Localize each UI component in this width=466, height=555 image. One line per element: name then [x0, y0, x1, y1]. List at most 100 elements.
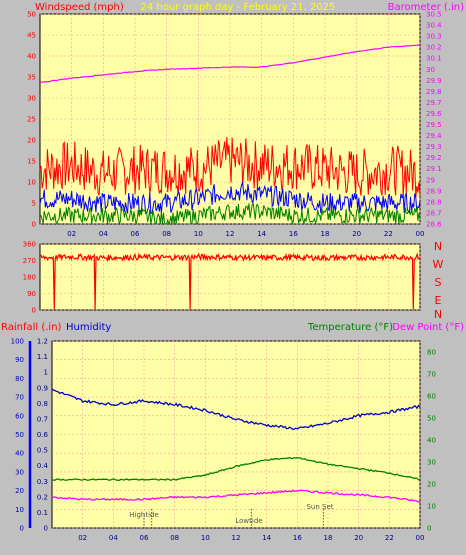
hour-tick-label: 10	[201, 534, 210, 542]
humidity-tick-label: 10	[15, 506, 24, 514]
humidity-tick-label: 80	[15, 375, 24, 383]
barometer-tick-label: 29.6	[426, 110, 442, 118]
barometer-tick-label: 29	[426, 176, 435, 184]
barometer-tick-label: 29.2	[426, 154, 442, 162]
direction-tick-label: 270	[23, 257, 36, 265]
temperature-tick-label: 10	[427, 503, 436, 511]
compass-label: N	[434, 308, 442, 321]
hour-tick-label: 12	[232, 534, 241, 542]
temperature-tick-label: 40	[427, 437, 436, 445]
sunset-label: Sun Set	[306, 503, 333, 511]
humidity-series	[51, 388, 421, 430]
windspeed-tick-label: 35	[27, 74, 36, 82]
windspeed-tick-label: 45	[27, 32, 36, 40]
humidity-tick-label: 20	[15, 487, 24, 495]
temperature-tick-label: 0	[427, 525, 431, 533]
hour-tick-label: 10	[194, 230, 203, 238]
compass-label: E	[435, 294, 442, 307]
windspeed-tick-label: 20	[27, 137, 36, 145]
windspeed-tick-label: 40	[27, 53, 36, 61]
compass-label: N	[434, 240, 442, 253]
windspeed-tick-label: 5	[32, 200, 36, 208]
rainfall-tick-label: 0.7	[37, 415, 48, 423]
barometer-tick-label: 29.8	[426, 88, 442, 96]
chart-title: 24 hour graph day - February 21, 2025	[141, 2, 336, 13]
barometer-tick-label: 29.4	[426, 132, 442, 140]
windspeed-tick-label: 25	[27, 116, 36, 124]
humidity-axis-title: Humidity	[66, 322, 111, 333]
barometer-tick-label: 29.5	[426, 121, 442, 129]
temperature-tick-label: 60	[427, 393, 436, 401]
direction-tick-label: 360	[23, 241, 36, 249]
rainfall-axis-title: Rainfall (.in)	[1, 322, 62, 333]
temperature-axis-title: Temperature (°F)	[307, 322, 393, 333]
humidity-tick-label: 100	[11, 338, 24, 346]
humidity-tick-label: 60	[15, 412, 24, 420]
windspeed-tick-label: 0	[32, 221, 36, 229]
windspeed-tick-label: 50	[27, 11, 36, 19]
hour-tick-label: 20	[352, 230, 361, 238]
rainfall-tick-label: 0.8	[37, 400, 48, 408]
wind-gust-series	[39, 137, 421, 198]
hour-tick-label: 22	[385, 534, 394, 542]
hour-tick-label: 02	[78, 534, 87, 542]
wind-barometer-chart: 0 5 10 15 20 25 30 35 40 45 50 28.6 28.7 28.8 28.9 29 29…	[27, 11, 442, 239]
windspeed-tick-label: 15	[27, 158, 36, 166]
dewpoint-series	[51, 489, 421, 503]
humidity-tick-label: 30	[15, 468, 24, 476]
rainfall-tick-label: 1.2	[37, 338, 48, 346]
rainfall-tick-label: 0.4	[37, 462, 49, 470]
rainfall-tick-label: 1	[44, 369, 48, 377]
humidity-tick-label: 70	[15, 394, 24, 402]
windspeed-tick-label: 10	[27, 179, 36, 187]
hour-tick-label: 20	[354, 534, 363, 542]
barometer-tick-label: 29.7	[426, 99, 442, 107]
barometer-tick-label: 28.8	[426, 198, 442, 206]
hightide-label: Hightide	[129, 511, 159, 519]
temperature-tick-label: 70	[427, 371, 436, 379]
humidity-tick-label: 90	[15, 356, 24, 364]
hour-tick-label: 12	[226, 230, 235, 238]
barometer-tick-label: 29.9	[426, 77, 442, 85]
barometer-tick-label: 29.1	[426, 165, 442, 173]
rainfall-tick-label: 1.1	[37, 353, 48, 361]
hour-tick-label: 14	[262, 534, 271, 542]
barometer-series	[39, 44, 421, 84]
hour-tick-label: 06	[131, 230, 140, 238]
hour-tick-label: 06	[140, 534, 149, 542]
rainfall-tick-label: 0.3	[37, 478, 48, 486]
temperature-tick-label: 20	[427, 481, 436, 489]
hour-tick-label: 08	[162, 230, 171, 238]
wind-direction-series	[39, 252, 421, 310]
rainfall-tick-label: 0.6	[37, 431, 49, 439]
temperature-tick-label: 80	[427, 349, 436, 357]
barometer-tick-label: 30.5	[426, 11, 442, 19]
barometer-tick-label: 29.3	[426, 143, 442, 151]
hour-tick-label: 04	[109, 534, 118, 542]
temperature-tick-label: 50	[427, 415, 436, 423]
lowtide-label: Lowtide	[235, 517, 262, 525]
direction-tick-label: 90	[27, 290, 36, 298]
humidity-tick-label: 40	[15, 450, 24, 458]
barometer-tick-label: 30.4	[426, 22, 442, 30]
humidity-tick-label: 50	[15, 431, 24, 439]
hour-tick-label: 02	[67, 230, 76, 238]
barometer-tick-label: 30.3	[426, 33, 442, 41]
hour-tick-label: 22	[384, 230, 393, 238]
wind-average-series	[39, 180, 421, 214]
barometer-tick-label: 28.6	[426, 221, 442, 229]
rainfall-tick-label: 0.1	[37, 509, 48, 517]
hour-tick-label: 18	[321, 230, 330, 238]
barometer-tick-label: 30.1	[426, 55, 442, 63]
temperature-tick-label: 30	[427, 459, 436, 467]
barometer-tick-label: 28.9	[426, 187, 442, 195]
barometer-tick-label: 30	[426, 66, 435, 74]
rainfall-tick-label: 0.9	[37, 384, 48, 392]
temperature-series	[51, 456, 421, 481]
windspeed-tick-label: 30	[27, 95, 36, 103]
hour-tick-label: 04	[99, 230, 108, 238]
wind-low-series	[39, 201, 421, 226]
direction-tick-label: 180	[23, 274, 36, 282]
